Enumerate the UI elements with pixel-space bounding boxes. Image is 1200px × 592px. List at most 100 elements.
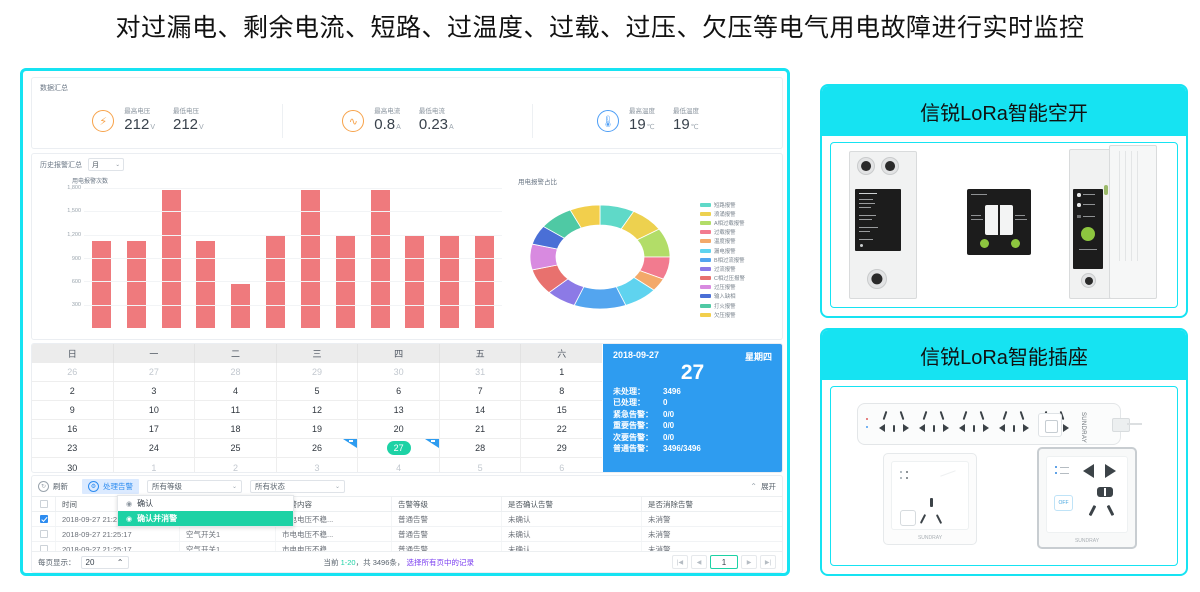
legend-item[interactable]: 过流报警 [700,264,774,273]
calendar-day-cell[interactable]: 10 [114,401,196,420]
last-page-button[interactable]: ▶| [760,555,776,569]
calendar-day-cell[interactable]: 5 [277,382,359,401]
bar[interactable] [161,190,181,328]
calendar-day-cell[interactable]: 3 [114,382,196,401]
calendar-day-cell[interactable]: 20 [358,420,440,439]
strip-power-button[interactable] [1038,413,1062,437]
calendar-day-cell[interactable]: 30 [32,458,114,472]
legend-item[interactable]: 输入缺相 [700,292,774,301]
socket-off-button[interactable]: OFF [1054,495,1073,511]
column-ack[interactable]: 是否确认告警 [502,497,642,511]
calendar-day-cell[interactable]: 8 [559,386,565,397]
calendar-day-cell[interactable]: 1 [114,458,196,472]
page-size-select[interactable]: 20 ⌃ [80,555,129,569]
calendar-day-cell[interactable]: 28 [195,363,277,382]
calendar-day-cell[interactable]: 12 [277,401,359,420]
calendar-body: 26 27 28 29 30 31 1 2 3 4 5 6 7 8 9 10 11 12 13 14 15 16 17 18 1… [32,363,602,473]
bar[interactable] [370,190,390,328]
calendar-day-cell[interactable]: 26 [277,439,359,458]
bar[interactable] [231,283,251,328]
legend-item[interactable]: B相过流报警 [700,255,774,264]
legend-item[interactable]: 过压报警 [700,283,774,292]
prev-page-button[interactable]: ◀ [691,555,707,569]
status-filter-select[interactable]: 所有状态 ⌄ [250,479,345,493]
pager-range: 1-20 [340,557,356,567]
legend-item[interactable]: 漏电报警 [700,246,774,255]
calendar-day-cell[interactable]: 1 [559,367,565,378]
calendar-day-cell[interactable]: 3 [277,458,359,472]
alarm-table-pager: 每页显示： 20 ⌃ 当前 1-20，共 3496条， 选择所有页中的记录 |◀… [32,551,782,572]
dropdown-item-confirm[interactable]: ◉ 确认 [118,496,293,511]
column-cleared[interactable]: 是否消除告警 [648,499,693,509]
calendar-selected-day[interactable]: 27 [386,441,411,456]
calendar-day-cell[interactable]: 21 [440,420,522,439]
legend-item[interactable]: 过载报警 [700,228,774,237]
legend-item[interactable]: A相过载报警 [700,218,774,227]
calendar-day-cell[interactable]: 29 [556,443,567,454]
dropdown-item-confirm-and-clear[interactable]: ◉ 确认并消警 [118,511,293,526]
calendar-day-cell[interactable]: 25 [195,439,277,458]
checkbox[interactable] [39,500,48,508]
level-filter-select[interactable]: 所有等级 ⌄ [147,479,242,493]
bar[interactable] [300,190,320,328]
legend-item[interactable]: 打火报警 [700,301,774,310]
calendar-day-cell[interactable]: 27 [358,439,440,458]
calendar-day-cell[interactable]: 29 [277,363,359,382]
checkbox[interactable] [39,530,48,538]
calendar-day-cell[interactable]: 22 [556,424,567,435]
legend-item[interactable]: 欠压报警 [700,310,774,319]
calendar-day-cell[interactable]: 24 [114,439,196,458]
calendar-day-cell[interactable]: 4 [195,382,277,401]
calendar-day-cell[interactable]: 31 [440,363,522,382]
calendar-day-cell[interactable]: 6 [358,382,440,401]
calendar-weekday: 日 [32,344,114,363]
calendar-day-cell[interactable]: 15 [556,405,567,416]
calendar-day-cell[interactable]: 2 [195,458,277,472]
calendar-day-cell[interactable]: 16 [32,420,114,439]
calendar-day-cell[interactable]: 18 [195,420,277,439]
column-level[interactable]: 告警等级 [392,497,502,511]
calendar-day-cell[interactable]: 2 [32,382,114,401]
calendar-day-cell[interactable]: 7 [440,382,522,401]
column-content[interactable]: 告警内容 [276,497,392,511]
legend-item[interactable]: 短路报警 [700,200,774,209]
calendar-day-cell[interactable]: 28 [440,439,522,458]
calendar-day-cell[interactable]: 6 [559,462,565,473]
bar[interactable] [196,240,216,328]
bar[interactable] [126,240,146,328]
checkbox[interactable] [39,515,48,523]
select-all-checkbox-cell[interactable] [32,497,56,511]
expand-button[interactable]: ⌃ 展开 [750,481,776,492]
legend-item[interactable]: 浪涌报警 [700,209,774,218]
cell-level: 普通告警 [392,512,502,526]
legend-label: 温度报警 [714,239,736,246]
row-checkbox-cell[interactable] [32,527,56,541]
legend-item[interactable]: C相过压报警 [700,274,774,283]
calendar-day-cell[interactable]: 30 [358,363,440,382]
handle-alarm-button[interactable]: ⚙ 处理告警 [82,478,139,494]
first-page-button[interactable]: |◀ [672,555,688,569]
calendar-day-cell[interactable]: 26 [32,363,114,382]
select-all-pages-link[interactable]: 选择所有页中的记录 [406,557,474,567]
legend-item[interactable]: 温度报警 [700,237,774,246]
calendar-day-cell[interactable]: 9 [32,401,114,420]
calendar-day-cell[interactable]: 27 [114,363,196,382]
next-page-button[interactable]: ▶ [741,555,757,569]
calendar-day-cell[interactable]: 13 [358,401,440,420]
pie-slice[interactable] [569,204,601,229]
refresh-button[interactable]: ↻ 刷新 [38,480,68,492]
calendar-day-cell[interactable]: 11 [195,401,277,420]
calendar-day-cell[interactable]: 5 [440,458,522,472]
current-page-input[interactable]: 1 [710,555,738,569]
period-select[interactable]: 月 ⌄ [88,158,124,171]
calendar-day-cell[interactable]: 19 [277,420,359,439]
bar[interactable] [91,240,111,328]
legend-swatch [700,248,711,253]
calendar-day-cell[interactable]: 14 [440,401,522,420]
calendar-day-cell[interactable]: 23 [32,439,114,458]
socket-switch-button[interactable] [900,510,916,526]
calendar-day-cell[interactable]: 4 [358,458,440,472]
row-checkbox-cell[interactable] [32,512,56,526]
calendar-day-cell[interactable]: 17 [114,420,196,439]
